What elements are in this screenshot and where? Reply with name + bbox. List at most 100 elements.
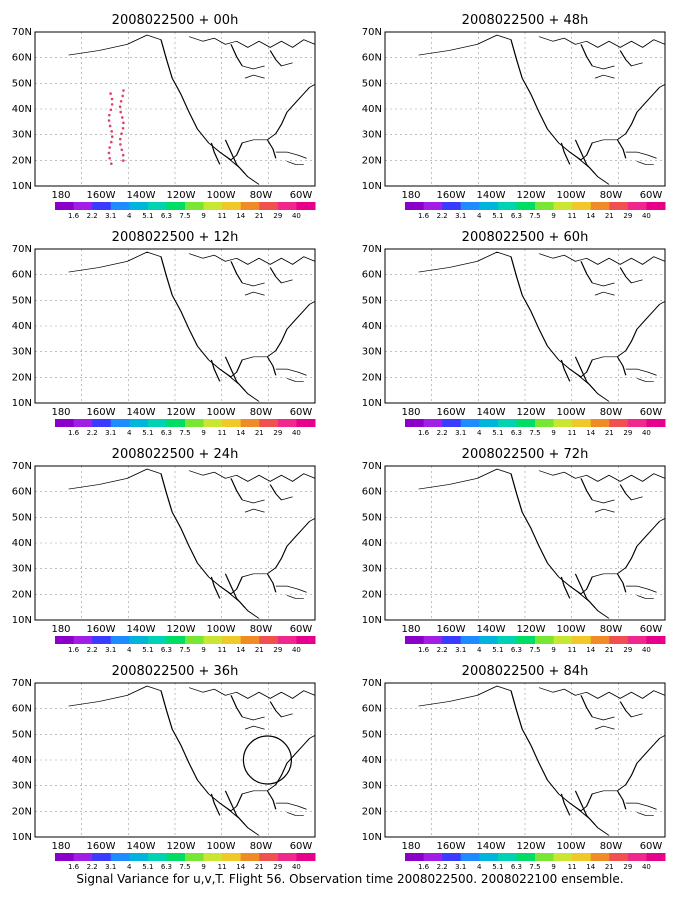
- map-frame: [384, 465, 666, 621]
- colorbar-label: 1.6: [418, 212, 430, 220]
- colorbar-label: 6.3: [511, 646, 522, 654]
- colorbar-swatch: [553, 419, 573, 427]
- x-tick-label: 140W: [477, 841, 506, 852]
- colorbar-swatch: [609, 202, 629, 210]
- colorbar-swatch: [277, 419, 297, 427]
- colorbar-swatch: [147, 202, 167, 210]
- x-tick-label: 160W: [87, 190, 116, 201]
- colorbar-swatch: [203, 636, 223, 644]
- x-tick-label: 80W: [250, 624, 273, 635]
- map-panel: 2008022500 + 72h 70N 60N 50N 40N 30N 20N 10N 180…: [362, 447, 666, 654]
- colorbar-swatch: [259, 636, 279, 644]
- colorbar-label: 29: [273, 646, 282, 654]
- x-tick-label: 80W: [600, 190, 623, 201]
- colorbar-label: 3.1: [105, 429, 116, 437]
- colorbar-swatch: [203, 853, 223, 861]
- colorbar-swatch: [185, 636, 205, 644]
- colorbar-label: 14: [586, 863, 595, 871]
- colorbar-swatch: [147, 419, 167, 427]
- map-frame: [34, 248, 316, 404]
- x-tick-label: 120W: [517, 841, 546, 852]
- colorbar-label: 3.1: [455, 646, 466, 654]
- colorbar-label: 7.5: [529, 212, 540, 220]
- colorbar-swatch: [479, 202, 499, 210]
- colorbar: 1.6 2.2 3.1 4 5.1 6.3 7.5 9 11 14 21 29 40: [55, 636, 316, 654]
- colorbar-label: 5.1: [492, 646, 503, 654]
- colorbar-swatch: [110, 636, 130, 644]
- flight-track-point: [122, 89, 125, 92]
- y-tick-label: 40N: [362, 104, 382, 115]
- colorbar-swatch: [110, 853, 130, 861]
- colorbar-label: 14: [236, 212, 245, 220]
- colorbar-swatch: [405, 419, 425, 427]
- colorbar-swatch: [516, 636, 536, 644]
- x-tick-label: 180: [401, 624, 420, 635]
- colorbar-label: 14: [236, 646, 245, 654]
- map-panel: 2008022500 + 84h 70N 60N 50N 40N 30N 20N 10N 180…: [362, 664, 666, 871]
- colorbar-label: 7.5: [529, 646, 540, 654]
- x-tick-label: 80W: [250, 190, 273, 201]
- colorbar-swatch: [222, 853, 242, 861]
- colorbar-label: 7.5: [179, 429, 190, 437]
- colorbar-swatch: [222, 202, 242, 210]
- colorbar-swatch: [423, 202, 443, 210]
- figure-caption: Signal Variance for u,v,T. Flight 56. Ob…: [76, 872, 624, 886]
- colorbar-swatch: [166, 853, 186, 861]
- colorbar-swatch: [222, 636, 242, 644]
- colorbar-swatch: [129, 202, 149, 210]
- flight-track-point: [108, 113, 111, 117]
- colorbar-label: 4: [127, 429, 132, 437]
- map-frame: [34, 465, 316, 621]
- colorbar-swatch: [646, 202, 666, 210]
- colorbar-swatch: [73, 636, 93, 644]
- colorbar-swatch: [460, 853, 480, 861]
- colorbar-label: 3.1: [105, 646, 116, 654]
- colorbar-swatch: [516, 202, 536, 210]
- y-tick-label: 70N: [12, 27, 32, 38]
- y-tick-label: 50N: [12, 78, 32, 89]
- colorbar-label: 4: [127, 646, 132, 654]
- colorbar-label: 3.1: [455, 429, 466, 437]
- colorbar-swatch: [277, 202, 297, 210]
- colorbar-swatch: [92, 636, 112, 644]
- colorbar-label: 4: [477, 212, 482, 220]
- flight-track-point: [108, 146, 111, 149]
- colorbar-label: 21: [605, 212, 614, 220]
- map-panel: 2008022500 + 12h 70N 60N 50N 40N 30N 20N 10N 180…: [12, 230, 316, 437]
- x-tick-label: 180: [401, 190, 420, 201]
- colorbar-label: 11: [568, 212, 577, 220]
- colorbar-swatch: [296, 853, 316, 861]
- colorbar-swatch: [166, 202, 186, 210]
- colorbar: 1.6 2.2 3.1 4 5.1 6.3 7.5 9 11 14 21 29 40: [405, 202, 666, 220]
- colorbar-swatch: [627, 853, 647, 861]
- colorbar-swatch: [479, 636, 499, 644]
- colorbar-label: 21: [255, 212, 264, 220]
- colorbar-swatch: [553, 636, 573, 644]
- colorbar-label: 9: [201, 212, 205, 220]
- y-tick-label: 10N: [362, 832, 382, 843]
- map-panel: 2008022500 + 00h 70N 60N 50N 40N 30N 20N 10N 180…: [12, 13, 316, 220]
- flight-track-point: [107, 119, 111, 122]
- x-tick-label: 140W: [127, 841, 156, 852]
- y-tick-label: 30N: [12, 564, 32, 575]
- colorbar-label: 1.6: [418, 863, 430, 871]
- colorbar: 1.6 2.2 3.1 4 5.1 6.3 7.5 9 11 14 21 29 40: [405, 853, 666, 871]
- colorbar-swatch: [442, 853, 462, 861]
- x-tick-label: 180: [51, 624, 70, 635]
- colorbar-swatch: [497, 419, 517, 427]
- colorbar-label: 3.1: [455, 863, 466, 871]
- colorbar-swatch: [553, 202, 573, 210]
- colorbar-label: 29: [623, 212, 632, 220]
- colorbar-label: 21: [605, 646, 614, 654]
- colorbar-label: 1.6: [418, 646, 430, 654]
- y-tick-label: 40N: [12, 104, 32, 115]
- colorbar-label: 40: [642, 212, 651, 220]
- colorbar-label: 5.1: [142, 429, 153, 437]
- colorbar-label: 14: [586, 429, 595, 437]
- colorbar-label: 7.5: [179, 646, 190, 654]
- flight-track-point: [122, 121, 125, 125]
- colorbar-swatch: [222, 419, 242, 427]
- colorbar-label: 29: [273, 212, 282, 220]
- y-tick-label: 50N: [12, 512, 32, 523]
- flight-track-point: [121, 153, 125, 157]
